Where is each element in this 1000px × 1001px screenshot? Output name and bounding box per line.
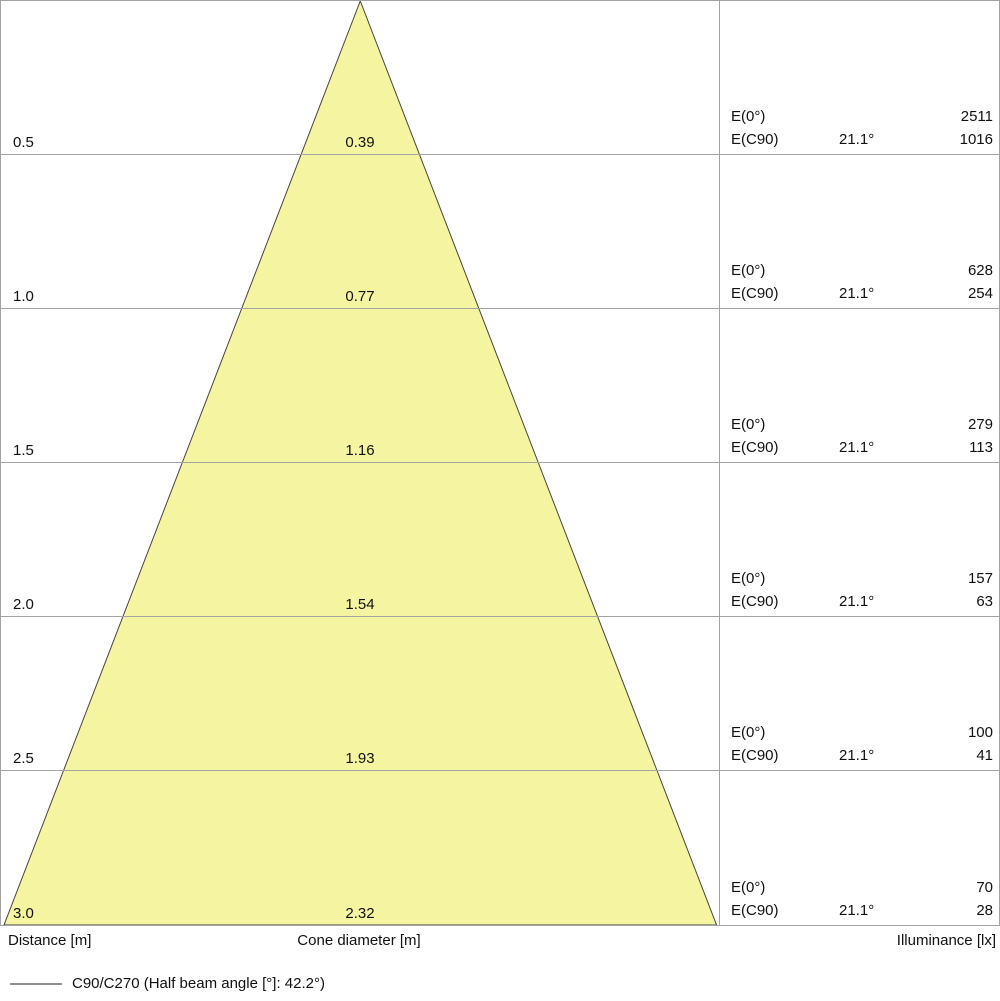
e0-value: 157 (967, 570, 993, 587)
e0-value: 628 (967, 262, 993, 279)
ec90-label: E(C90) (731, 131, 779, 148)
e0-line: E(0°) 157 (731, 570, 993, 590)
distance-label: 2.5 (13, 750, 34, 767)
e0-value: 2511 (960, 108, 993, 125)
e0-line: E(0°) 2511 (731, 108, 993, 128)
ec90-value: 254 (967, 285, 993, 302)
legend-line-swatch (10, 983, 62, 985)
e0-label: E(0°) (731, 724, 766, 741)
ec90-label: E(C90) (731, 747, 779, 764)
ec90-value: 1016 (959, 131, 993, 148)
ec90-value: 63 (976, 593, 993, 610)
ec90-line: E(C90) 21.1° 63 (731, 593, 993, 613)
e0-label: E(0°) (731, 108, 766, 125)
e0-line: E(0°) 70 (731, 879, 993, 899)
e0-value: 100 (967, 724, 993, 741)
illuminance-column-divider (719, 1, 720, 925)
e0-label: E(0°) (731, 262, 766, 279)
illuminance-axis-label: Illuminance [lx] (896, 932, 996, 949)
e0-label: E(0°) (731, 879, 766, 896)
distance-label: 3.0 (13, 905, 34, 922)
beam-angle-value: 21.1° (839, 593, 875, 610)
ec90-line: E(C90) 21.1° 28 (731, 902, 993, 922)
beam-angle-value: 21.1° (839, 439, 875, 456)
cone-row-2.0m: 2.0 1.54 E(0°) 157 E(C90) 21.1° 63 (1, 463, 999, 617)
ec90-value: 41 (976, 747, 993, 764)
distance-label: 0.5 (13, 134, 34, 151)
ec90-label: E(C90) (731, 439, 779, 456)
cone-diameter-value: 0.77 (345, 288, 375, 305)
ec90-line: E(C90) 21.1° 1016 (731, 131, 993, 151)
legend: C90/C270 (Half beam angle [°]: 42.2°) (0, 966, 1000, 998)
cone-diameter-axis-label: Cone diameter [m] (297, 932, 421, 949)
light-cone-polygon (3, 1, 718, 925)
cone-diameter-value: 1.93 (345, 750, 375, 767)
e0-value: 70 (976, 879, 993, 896)
light-cone-chart: 0.5 0.39 E(0°) 2511 E(C90) 21.1° 1016 1.… (0, 0, 1000, 926)
e0-line: E(0°) 100 (731, 724, 993, 744)
ec90-label: E(C90) (731, 902, 779, 919)
light-cone-graphic (3, 1, 718, 925)
cone-diameter-value: 1.16 (345, 442, 375, 459)
legend-label: C90/C270 (Half beam angle [°]: 42.2°) (72, 975, 325, 992)
e0-line: E(0°) 279 (731, 416, 993, 436)
cone-row-2.5m: 2.5 1.93 E(0°) 100 E(C90) 21.1° 41 (1, 617, 999, 771)
e0-label: E(0°) (731, 416, 766, 433)
ec90-line: E(C90) 21.1° 254 (731, 285, 993, 305)
distance-label: 1.5 (13, 442, 34, 459)
cone-diameter-value: 0.39 (345, 134, 375, 151)
distance-label: 2.0 (13, 596, 34, 613)
beam-angle-value: 21.1° (839, 747, 875, 764)
ec90-value: 113 (969, 439, 993, 456)
cone-row-3.0m: 3.0 2.32 E(0°) 70 E(C90) 21.1° 28 (1, 771, 999, 925)
ec90-value: 28 (976, 902, 993, 919)
ec90-label: E(C90) (731, 285, 779, 302)
cone-row-1.5m: 1.5 1.16 E(0°) 279 E(C90) 21.1° 113 (1, 309, 999, 463)
beam-angle-value: 21.1° (839, 902, 875, 919)
ec90-label: E(C90) (731, 593, 779, 610)
beam-angle-value: 21.1° (839, 285, 875, 302)
e0-value: 279 (967, 416, 993, 433)
cone-diameter-value: 2.32 (345, 905, 375, 922)
distance-rows: 0.5 0.39 E(0°) 2511 E(C90) 21.1° 1016 1.… (1, 1, 999, 925)
distance-axis-label: Distance [m] (8, 932, 92, 949)
beam-angle-value: 21.1° (839, 131, 875, 148)
cone-diameter-value: 1.54 (345, 596, 375, 613)
axis-labels-bar: Distance [m] Cone diameter [m] Illuminan… (0, 926, 1000, 954)
ec90-line: E(C90) 21.1° 113 (731, 439, 993, 459)
distance-label: 1.0 (13, 288, 34, 305)
cone-row-0.5m: 0.5 0.39 E(0°) 2511 E(C90) 21.1° 1016 (1, 1, 999, 155)
e0-line: E(0°) 628 (731, 262, 993, 282)
e0-label: E(0°) (731, 570, 766, 587)
ec90-line: E(C90) 21.1° 41 (731, 747, 993, 767)
cone-row-1.0m: 1.0 0.77 E(0°) 628 E(C90) 21.1° 254 (1, 155, 999, 309)
